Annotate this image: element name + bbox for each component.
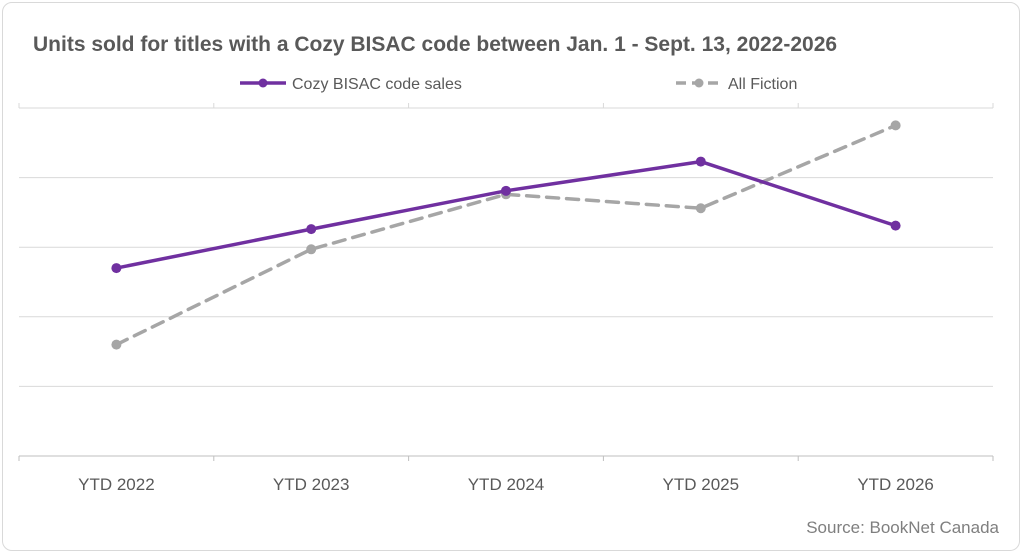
chart-title: Units sold for titles with a Cozy BISAC …	[33, 33, 838, 56]
data-point	[306, 244, 317, 255]
series-line	[114, 123, 898, 347]
series-lines	[111, 120, 901, 350]
x-tick-label: YTD 2026	[857, 475, 934, 494]
data-point	[695, 156, 706, 167]
data-point	[501, 185, 511, 196]
legend-label: Cozy BISAC code sales	[292, 76, 462, 93]
data-point	[306, 224, 317, 235]
data-point	[890, 220, 901, 231]
x-tick-label: YTD 2023	[273, 475, 350, 494]
legend-label: All Fiction	[728, 76, 797, 93]
data-point	[111, 339, 122, 350]
legend-marker	[258, 78, 268, 88]
x-tick-label: YTD 2022	[78, 475, 155, 494]
data-point	[890, 120, 901, 131]
data-point	[111, 263, 122, 274]
x-axis-labels: YTD 2022 YTD 2023 YTD 2024 YTD 2025 YTD 2026	[78, 475, 934, 494]
data-point	[695, 203, 706, 214]
legend-marker	[694, 78, 704, 88]
gridlines	[18, 103, 994, 461]
legend: Cozy BISAC code sales All Fiction	[240, 76, 797, 93]
source-note: Source: BookNet Canada	[806, 518, 999, 537]
x-tick-label: YTD 2024	[468, 475, 545, 494]
x-tick-label: YTD 2025	[663, 475, 740, 494]
